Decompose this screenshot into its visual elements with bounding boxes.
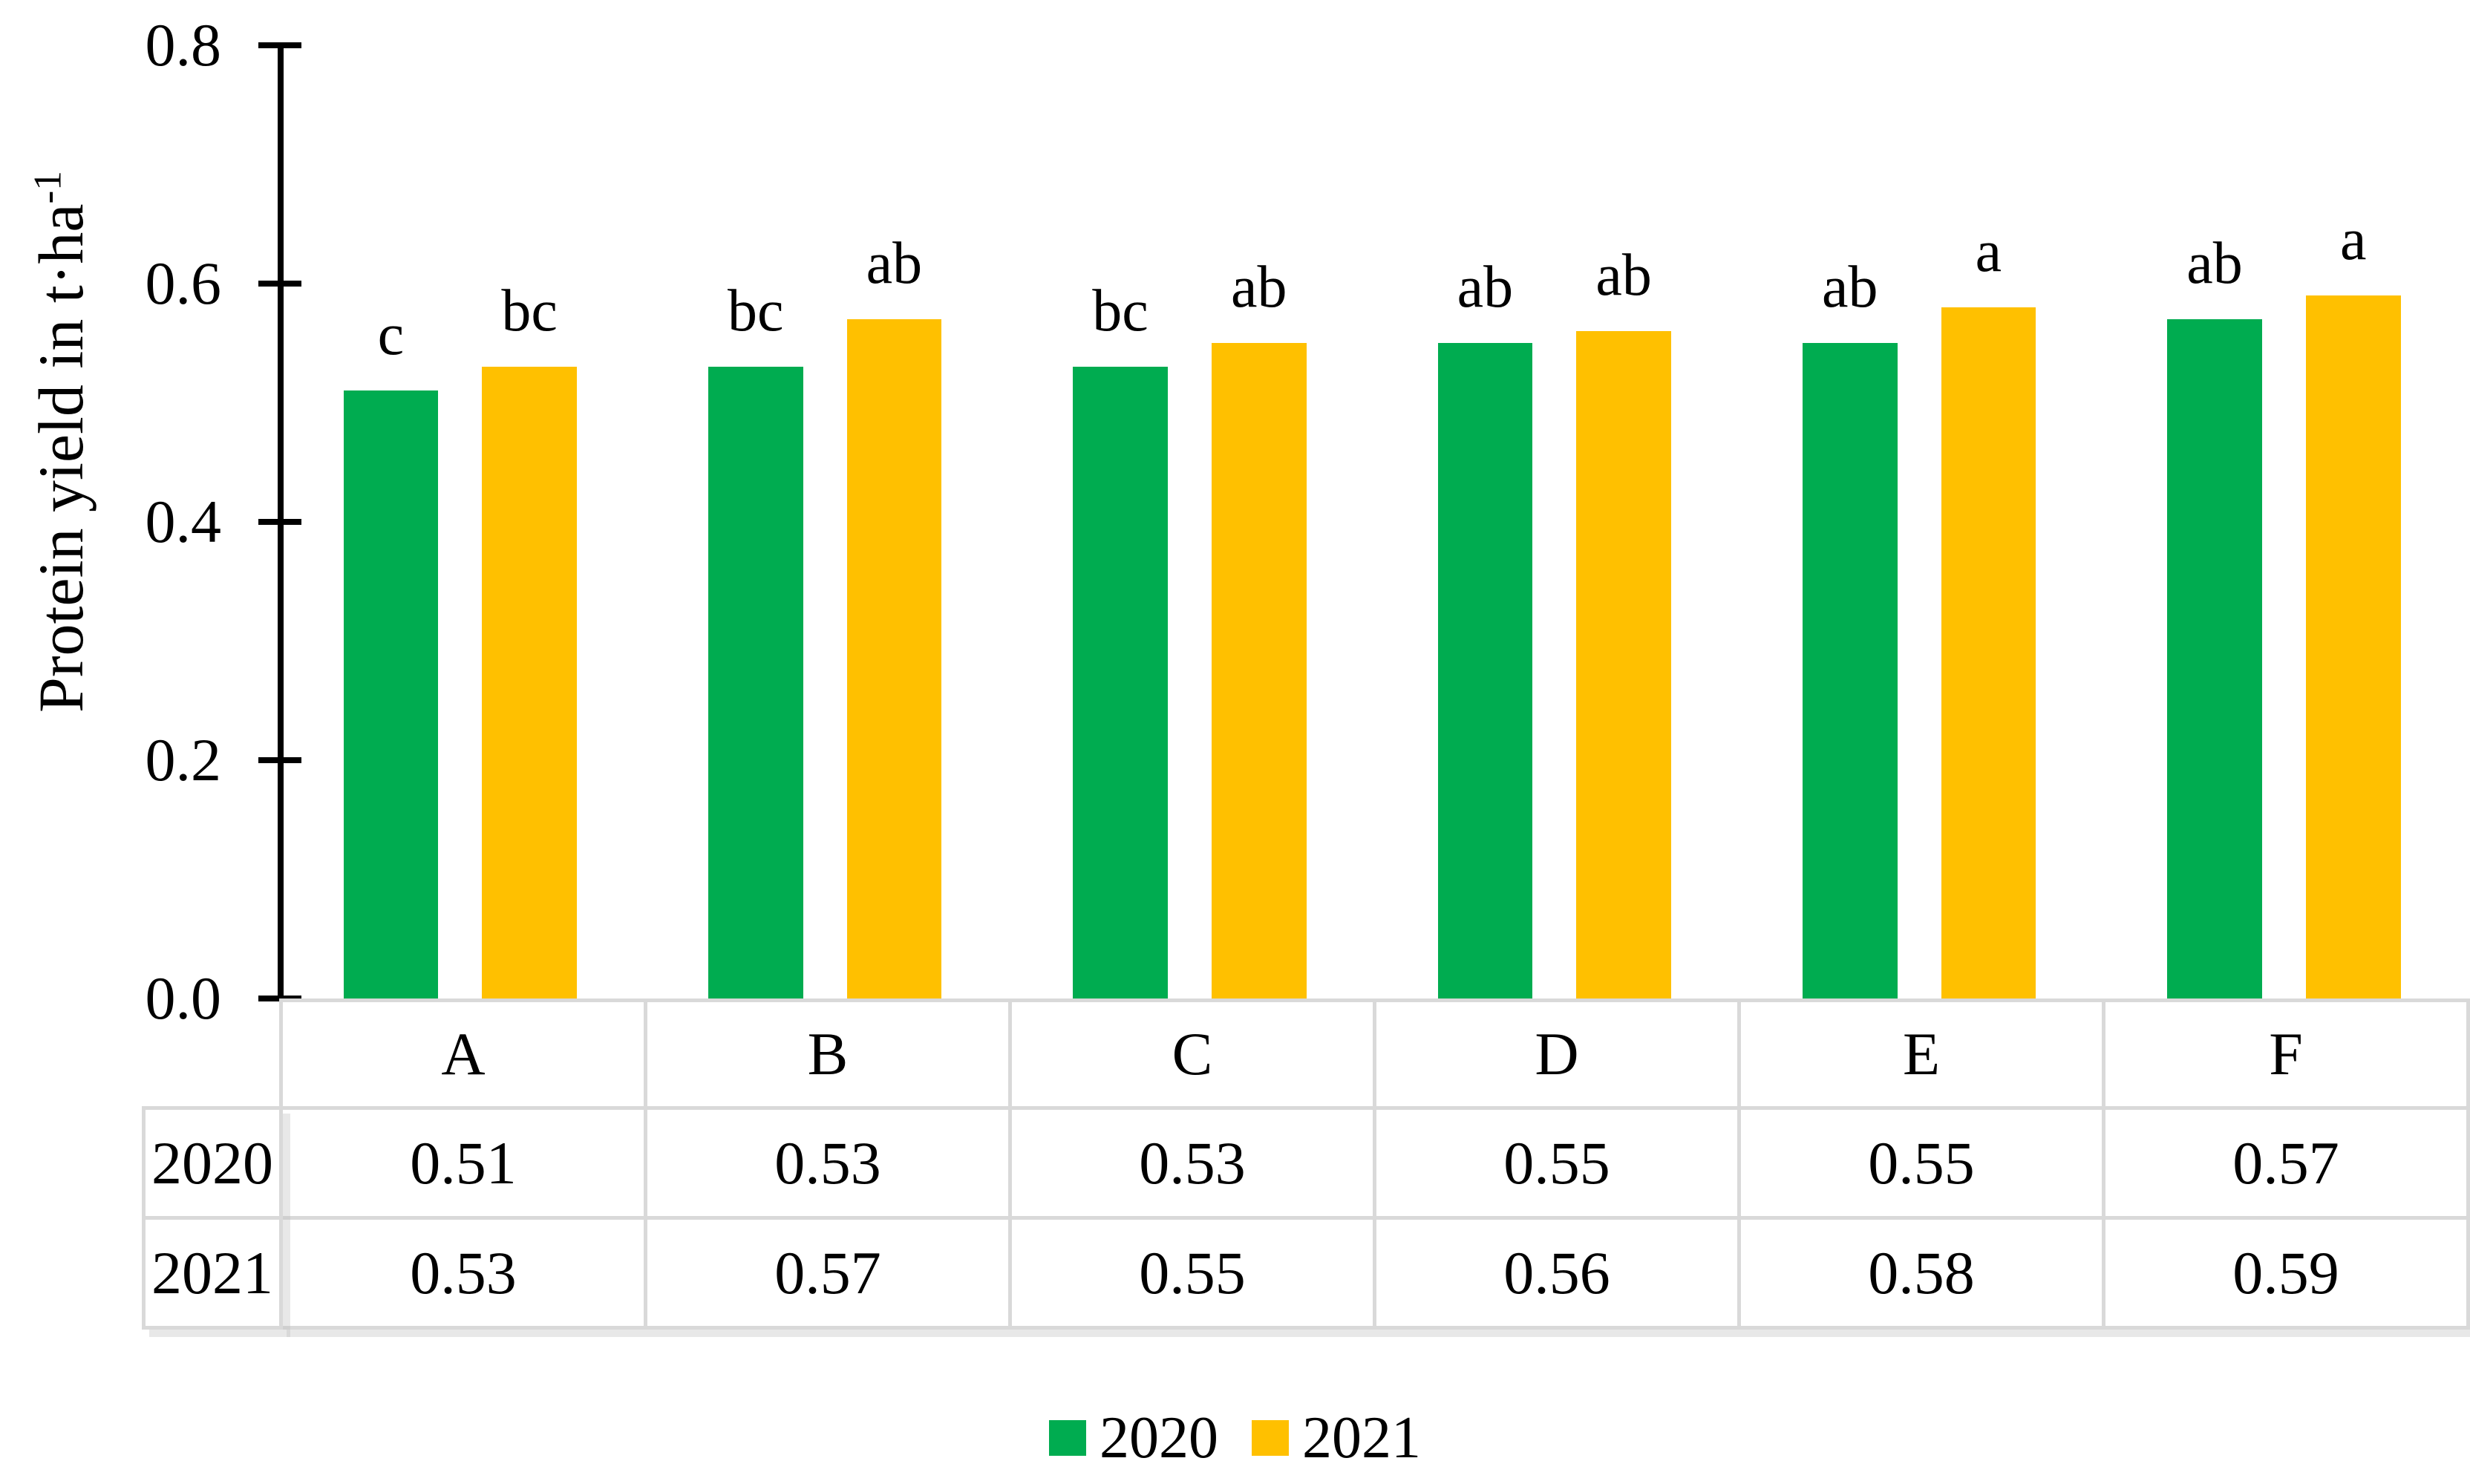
table-value-cell: 0.53	[647, 1110, 1008, 1216]
significance-letter: ab	[866, 231, 923, 297]
table-value-cell: 0.57	[2105, 1110, 2466, 1216]
y-tick-mark	[258, 757, 301, 763]
significance-letter: ab	[1595, 243, 1652, 309]
significance-letter: bc	[1092, 278, 1149, 344]
table-value-cell: 0.55	[1741, 1110, 2102, 1216]
significance-letter: a	[1975, 219, 2002, 285]
y-tick-mark	[258, 281, 301, 287]
y-tick-label: 0.0	[145, 964, 222, 1032]
bar-2020-D	[1437, 343, 1533, 998]
bar-2020-C	[1073, 367, 1168, 998]
table-header-cell: D	[1376, 1002, 1737, 1106]
y-axis-title-superscript: -1	[24, 171, 70, 204]
bar-2021-C	[1211, 343, 1307, 998]
data-table-row-labels: 2020 2021	[142, 1106, 283, 1330]
table-value-cell: 0.57	[647, 1220, 1008, 1326]
significance-letter: a	[2339, 207, 2367, 273]
y-tick-label: 0.2	[145, 726, 222, 794]
legend-label: 2020	[1100, 1405, 1218, 1471]
table-value-cell: 0.59	[2105, 1220, 2466, 1326]
table-value-cell: 0.51	[283, 1110, 644, 1216]
table-value-cell: 0.55	[1376, 1110, 1737, 1216]
table-value-cell: 0.55	[1012, 1220, 1373, 1326]
table-row-label: 2021	[146, 1220, 279, 1326]
significance-letter: bc	[501, 278, 558, 344]
bar-2020-B	[708, 367, 803, 998]
table-value-cell: 0.56	[1376, 1220, 1737, 1326]
significance-letter: ab	[1821, 255, 1878, 321]
table-value-cell: 0.58	[1741, 1220, 2102, 1326]
bar-2020-F	[2167, 319, 2262, 998]
significance-letter: ab	[1457, 255, 1514, 321]
legend-swatch	[1252, 1420, 1289, 1456]
significance-letter: ab	[1230, 255, 1287, 321]
table-row-label: 2020	[146, 1110, 279, 1216]
bar-2020-A	[343, 390, 439, 998]
plot-area: c bc bc ab ab ab bc ab ab ab a a	[281, 45, 2470, 998]
y-tick-mark	[258, 519, 301, 525]
legend-item-2021: 2021	[1252, 1408, 1421, 1468]
table-header-cell: F	[2105, 1002, 2466, 1106]
table-value-cell: 0.53	[283, 1220, 644, 1326]
legend-swatch	[1049, 1420, 1086, 1456]
table-header-cell: A	[283, 1002, 644, 1106]
legend-item-2020: 2020	[1049, 1408, 1218, 1468]
y-tick-label: 0.4	[145, 488, 222, 555]
significance-letter: bc	[727, 278, 784, 344]
legend-label: 2021	[1302, 1405, 1421, 1471]
bar-2021-F	[2305, 295, 2401, 998]
bar-2021-A	[482, 367, 577, 998]
table-value-cell: 0.53	[1012, 1110, 1373, 1216]
bar-2020-E	[1802, 343, 1898, 998]
legend: 2020 2021	[0, 1408, 2470, 1468]
table-header-cell: C	[1012, 1002, 1373, 1106]
significance-letter: ab	[2186, 231, 2243, 297]
data-table: A B C D E F 0.51 0.53 0.53 0.55 0.55 0.57 0.53 0.57 0.…	[279, 998, 2470, 1330]
significance-letter: c	[377, 302, 405, 368]
y-tick-mark	[258, 42, 301, 48]
bar-2021-D	[1576, 331, 1671, 998]
bar-2021-E	[1941, 307, 2036, 998]
table-header-cell: E	[1741, 1002, 2102, 1106]
table-header-cell: B	[647, 1002, 1008, 1106]
y-tick-label: 0.8	[145, 11, 222, 79]
bar-2021-B	[846, 319, 942, 998]
y-tick-label: 0.6	[145, 249, 222, 317]
